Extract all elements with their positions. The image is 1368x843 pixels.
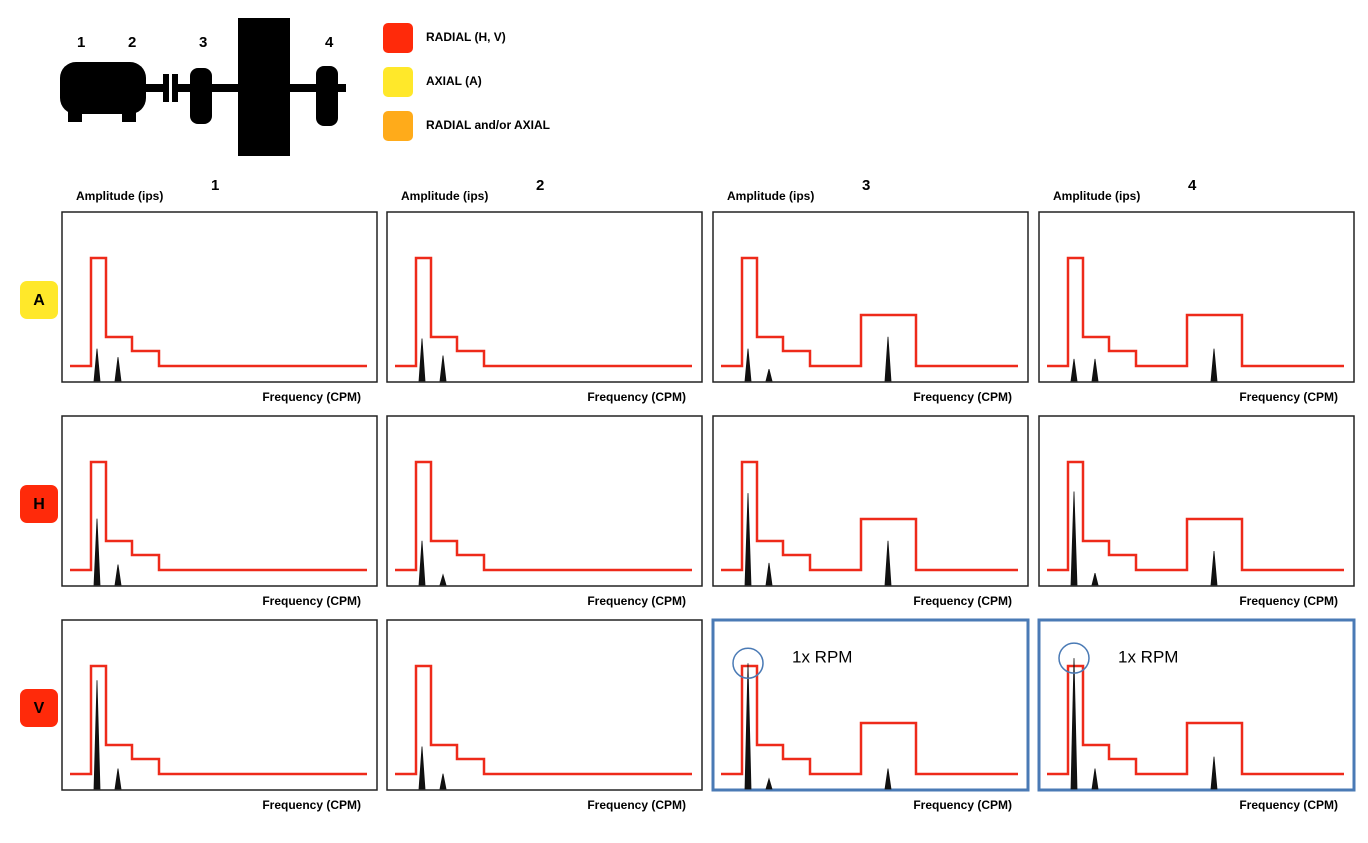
legend-label: RADIAL and/or AXIAL bbox=[426, 118, 550, 132]
envelope bbox=[70, 460, 367, 572]
envelope bbox=[1047, 460, 1344, 572]
column-header: 4 bbox=[1188, 177, 1197, 194]
legend-label: RADIAL (H, V) bbox=[426, 30, 506, 44]
machine-label: 4 bbox=[325, 34, 334, 51]
legend-swatch bbox=[383, 111, 413, 141]
spectrum-peak bbox=[418, 540, 426, 586]
annotation: 1x RPM bbox=[792, 647, 852, 666]
x-axis-label: Frequency (CPM) bbox=[913, 390, 1012, 404]
legend-swatch bbox=[383, 67, 413, 97]
spectrum-peak bbox=[744, 663, 752, 790]
spectrum-peak bbox=[439, 573, 447, 586]
y-axis-label: Amplitude (ips) bbox=[727, 189, 814, 203]
panel bbox=[386, 415, 703, 587]
panel bbox=[61, 619, 378, 791]
envelope bbox=[70, 664, 367, 776]
envelope bbox=[1047, 256, 1344, 368]
envelope bbox=[395, 664, 692, 776]
column-header: 3 bbox=[862, 177, 870, 194]
row-badge bbox=[20, 689, 58, 727]
spectrum-peak bbox=[765, 777, 773, 790]
panel bbox=[711, 618, 1030, 792]
y-axis-label: Amplitude (ips) bbox=[76, 189, 163, 203]
spectrum-peak bbox=[744, 348, 752, 382]
spectrum-peak bbox=[1091, 358, 1099, 382]
row-label: A bbox=[33, 292, 45, 309]
peak-highlight bbox=[1058, 642, 1090, 674]
x-axis-label: Frequency (CPM) bbox=[262, 390, 361, 404]
panel bbox=[712, 211, 1029, 383]
panel bbox=[712, 415, 1029, 587]
x-axis-label: Frequency (CPM) bbox=[1239, 594, 1338, 608]
panel bbox=[386, 619, 703, 791]
envelope bbox=[721, 460, 1018, 572]
envelope bbox=[721, 256, 1018, 368]
spectrum-peak bbox=[1070, 491, 1078, 586]
row-label: H bbox=[33, 496, 45, 513]
panel bbox=[1038, 211, 1355, 383]
spectrum-peak bbox=[1210, 550, 1218, 586]
envelope bbox=[395, 256, 692, 368]
spectrum-peak bbox=[1091, 573, 1099, 586]
spectrum-peak bbox=[765, 369, 773, 382]
spectrum-peak bbox=[93, 518, 101, 586]
spectrum-peak bbox=[1070, 658, 1078, 790]
x-axis-label: Frequency (CPM) bbox=[262, 594, 361, 608]
machine-label: 2 bbox=[128, 34, 136, 51]
legend-swatch bbox=[383, 23, 413, 53]
annotation: 1x RPM bbox=[1118, 647, 1178, 666]
panel bbox=[61, 415, 378, 587]
spectrum-peak bbox=[1210, 348, 1218, 382]
x-axis-label: Frequency (CPM) bbox=[587, 798, 686, 812]
spectrum-peak bbox=[1070, 358, 1078, 382]
machine-drawing bbox=[60, 18, 346, 156]
spectrum-peak bbox=[744, 493, 752, 586]
spectrum-peak bbox=[1210, 756, 1218, 790]
column-header: 1 bbox=[211, 177, 219, 194]
spectrum-peak bbox=[765, 562, 773, 586]
x-axis-label: Frequency (CPM) bbox=[913, 594, 1012, 608]
row-badge bbox=[20, 485, 58, 523]
x-axis-label: Frequency (CPM) bbox=[262, 798, 361, 812]
machine-label: 3 bbox=[199, 34, 207, 51]
row-label: V bbox=[34, 700, 45, 717]
spectrum-peak bbox=[884, 540, 892, 586]
row-badge bbox=[20, 281, 58, 319]
spectrum-peak bbox=[93, 348, 101, 382]
envelope bbox=[395, 460, 692, 572]
y-axis-label: Amplitude (ips) bbox=[401, 189, 488, 203]
spectrum-peak bbox=[93, 680, 101, 790]
x-axis-label: Frequency (CPM) bbox=[587, 594, 686, 608]
panel bbox=[61, 211, 378, 383]
spectrum-peak bbox=[439, 773, 447, 790]
spectrum-peak bbox=[418, 746, 426, 790]
spectrum-peak bbox=[439, 355, 447, 382]
spectrum-peak bbox=[114, 357, 122, 382]
legend-label: AXIAL (A) bbox=[426, 74, 482, 88]
panel bbox=[386, 211, 703, 383]
machine-label: 1 bbox=[77, 34, 85, 51]
spectrum-peak bbox=[884, 336, 892, 382]
x-axis-label: Frequency (CPM) bbox=[1239, 390, 1338, 404]
panel bbox=[1037, 618, 1356, 792]
x-axis-label: Frequency (CPM) bbox=[1239, 798, 1338, 812]
spectrum-peak bbox=[114, 768, 122, 790]
column-header: 2 bbox=[536, 177, 544, 194]
envelope bbox=[1047, 664, 1344, 776]
x-axis-label: Frequency (CPM) bbox=[913, 798, 1012, 812]
spectrum-peak bbox=[1091, 768, 1099, 790]
x-axis-label: Frequency (CPM) bbox=[587, 390, 686, 404]
envelope bbox=[721, 664, 1018, 776]
peak-highlight bbox=[732, 647, 764, 679]
envelope bbox=[70, 256, 367, 368]
spectrum-peak bbox=[884, 768, 892, 790]
panel bbox=[1038, 415, 1355, 587]
spectrum-peak bbox=[114, 564, 122, 586]
spectrum-peak bbox=[418, 338, 426, 382]
y-axis-label: Amplitude (ips) bbox=[1053, 189, 1140, 203]
